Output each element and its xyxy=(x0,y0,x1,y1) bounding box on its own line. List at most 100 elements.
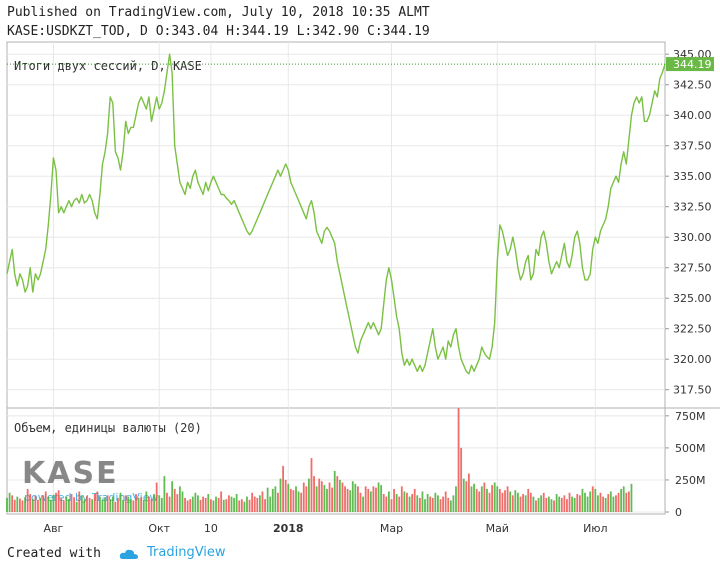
volume-bar[interactable] xyxy=(230,496,233,512)
volume-bar[interactable] xyxy=(455,486,457,512)
volume-bar[interactable] xyxy=(83,499,86,512)
volume-bar[interactable] xyxy=(24,497,26,512)
volume-bar[interactable] xyxy=(119,492,122,512)
chart-area[interactable]: 317.50 320.00 322.50 325.00 327.50 330.00 332.… xyxy=(0,0,720,545)
volume-bar[interactable] xyxy=(627,491,630,512)
volume-bar[interactable] xyxy=(215,496,217,512)
volume-bar[interactable] xyxy=(129,499,132,512)
volume-bar[interactable] xyxy=(449,500,452,512)
volume-bar[interactable] xyxy=(532,496,535,512)
volume-bar[interactable] xyxy=(573,497,576,512)
volume-bar[interactable] xyxy=(354,483,357,512)
volume-bar[interactable] xyxy=(524,495,527,512)
volume-bar[interactable] xyxy=(31,499,34,512)
volume-bar[interactable] xyxy=(109,499,112,512)
volume-bar[interactable] xyxy=(127,496,130,512)
volume-bar[interactable] xyxy=(400,486,403,512)
volume-bar[interactable] xyxy=(202,496,205,512)
volume-bar[interactable] xyxy=(517,492,519,512)
volume-bar[interactable] xyxy=(98,496,101,512)
volume-bar[interactable] xyxy=(155,482,158,512)
volume-bar[interactable] xyxy=(49,499,52,512)
volume-bar[interactable] xyxy=(367,488,370,512)
volume-bar[interactable] xyxy=(406,492,408,512)
volume-bar[interactable] xyxy=(437,495,439,512)
volume-bar[interactable] xyxy=(439,499,442,512)
volume-bar[interactable] xyxy=(60,497,63,512)
volume-bar[interactable] xyxy=(362,496,364,512)
volume-bar[interactable] xyxy=(251,492,254,512)
volume-bar[interactable] xyxy=(173,488,176,512)
volume-bar[interactable] xyxy=(80,495,83,512)
volume-bar[interactable] xyxy=(349,490,352,512)
volume-bar[interactable] xyxy=(486,488,488,512)
volume-bar[interactable] xyxy=(305,486,308,512)
volume-bar[interactable] xyxy=(204,497,207,512)
volume-bar[interactable] xyxy=(555,494,558,512)
volume-bar[interactable] xyxy=(429,496,432,512)
volume-bar[interactable] xyxy=(222,499,225,512)
volume-bar[interactable] xyxy=(421,491,424,512)
volume-bar[interactable] xyxy=(26,488,29,512)
volume-bar[interactable] xyxy=(111,496,114,512)
volume-bar[interactable] xyxy=(11,495,14,512)
volume-bar[interactable] xyxy=(91,499,94,512)
volume-bar[interactable] xyxy=(336,476,339,512)
volume-bar[interactable] xyxy=(369,491,372,512)
volume-bar[interactable] xyxy=(537,497,540,512)
volume-bar[interactable] xyxy=(527,488,530,512)
volume-bar[interactable] xyxy=(550,499,553,512)
volume-bar[interactable] xyxy=(426,494,429,512)
volume-bar[interactable] xyxy=(560,497,563,512)
volume-bar[interactable] xyxy=(331,487,334,512)
volume-bar[interactable] xyxy=(529,492,532,512)
volume-bar[interactable] xyxy=(602,496,604,512)
volume-bar[interactable] xyxy=(37,499,39,512)
volume-bar[interactable] xyxy=(457,408,460,512)
volume-bar[interactable] xyxy=(571,496,574,512)
volume-bar[interactable] xyxy=(308,478,310,512)
volume-bar[interactable] xyxy=(364,486,367,512)
volume-bar[interactable] xyxy=(597,495,599,512)
volume-bar[interactable] xyxy=(217,497,220,512)
volume-bar[interactable] xyxy=(47,496,50,512)
volume-bar[interactable] xyxy=(153,494,155,512)
volume-bar[interactable] xyxy=(140,497,143,512)
volume-bar[interactable] xyxy=(591,486,594,512)
volume-bar[interactable] xyxy=(6,497,8,512)
volume-bar[interactable] xyxy=(181,491,184,512)
volume-bar[interactable] xyxy=(326,488,328,512)
volume-bar[interactable] xyxy=(563,495,566,512)
volume-bar[interactable] xyxy=(496,486,499,512)
volume-bar[interactable] xyxy=(444,491,447,512)
volume-bar[interactable] xyxy=(240,499,243,512)
volume-bar[interactable] xyxy=(220,491,223,512)
volume-bar[interactable] xyxy=(287,483,290,512)
volume-bar[interactable] xyxy=(106,495,109,512)
volume-bar[interactable] xyxy=(96,491,99,512)
volume-bar[interactable] xyxy=(86,495,88,512)
volume-bar[interactable] xyxy=(199,499,202,512)
volume-bar[interactable] xyxy=(625,492,628,512)
volume-bar[interactable] xyxy=(475,488,478,512)
volume-bar[interactable] xyxy=(452,495,455,512)
volume-bar[interactable] xyxy=(271,488,274,512)
volume-bar[interactable] xyxy=(42,495,45,512)
volume-bar[interactable] xyxy=(576,494,579,512)
volume-bar[interactable] xyxy=(8,492,11,512)
volume-bar[interactable] xyxy=(168,496,171,512)
volume-bar[interactable] xyxy=(609,491,612,512)
volume-bar[interactable] xyxy=(264,499,266,512)
volume-bar[interactable] xyxy=(44,491,47,512)
volume-bar[interactable] xyxy=(372,486,375,512)
volume-bar[interactable] xyxy=(256,497,259,512)
volume-bar[interactable] xyxy=(225,499,228,512)
volume-bar[interactable] xyxy=(284,479,287,512)
tradingview-link[interactable]: TradingView xyxy=(147,545,226,560)
volume-bar[interactable] xyxy=(411,494,414,512)
volume-bar[interactable] xyxy=(333,470,336,512)
volume-bar[interactable] xyxy=(341,482,344,512)
volume-bar[interactable] xyxy=(176,494,179,512)
volume-bar[interactable] xyxy=(55,492,57,512)
volume-bar[interactable] xyxy=(558,496,561,512)
